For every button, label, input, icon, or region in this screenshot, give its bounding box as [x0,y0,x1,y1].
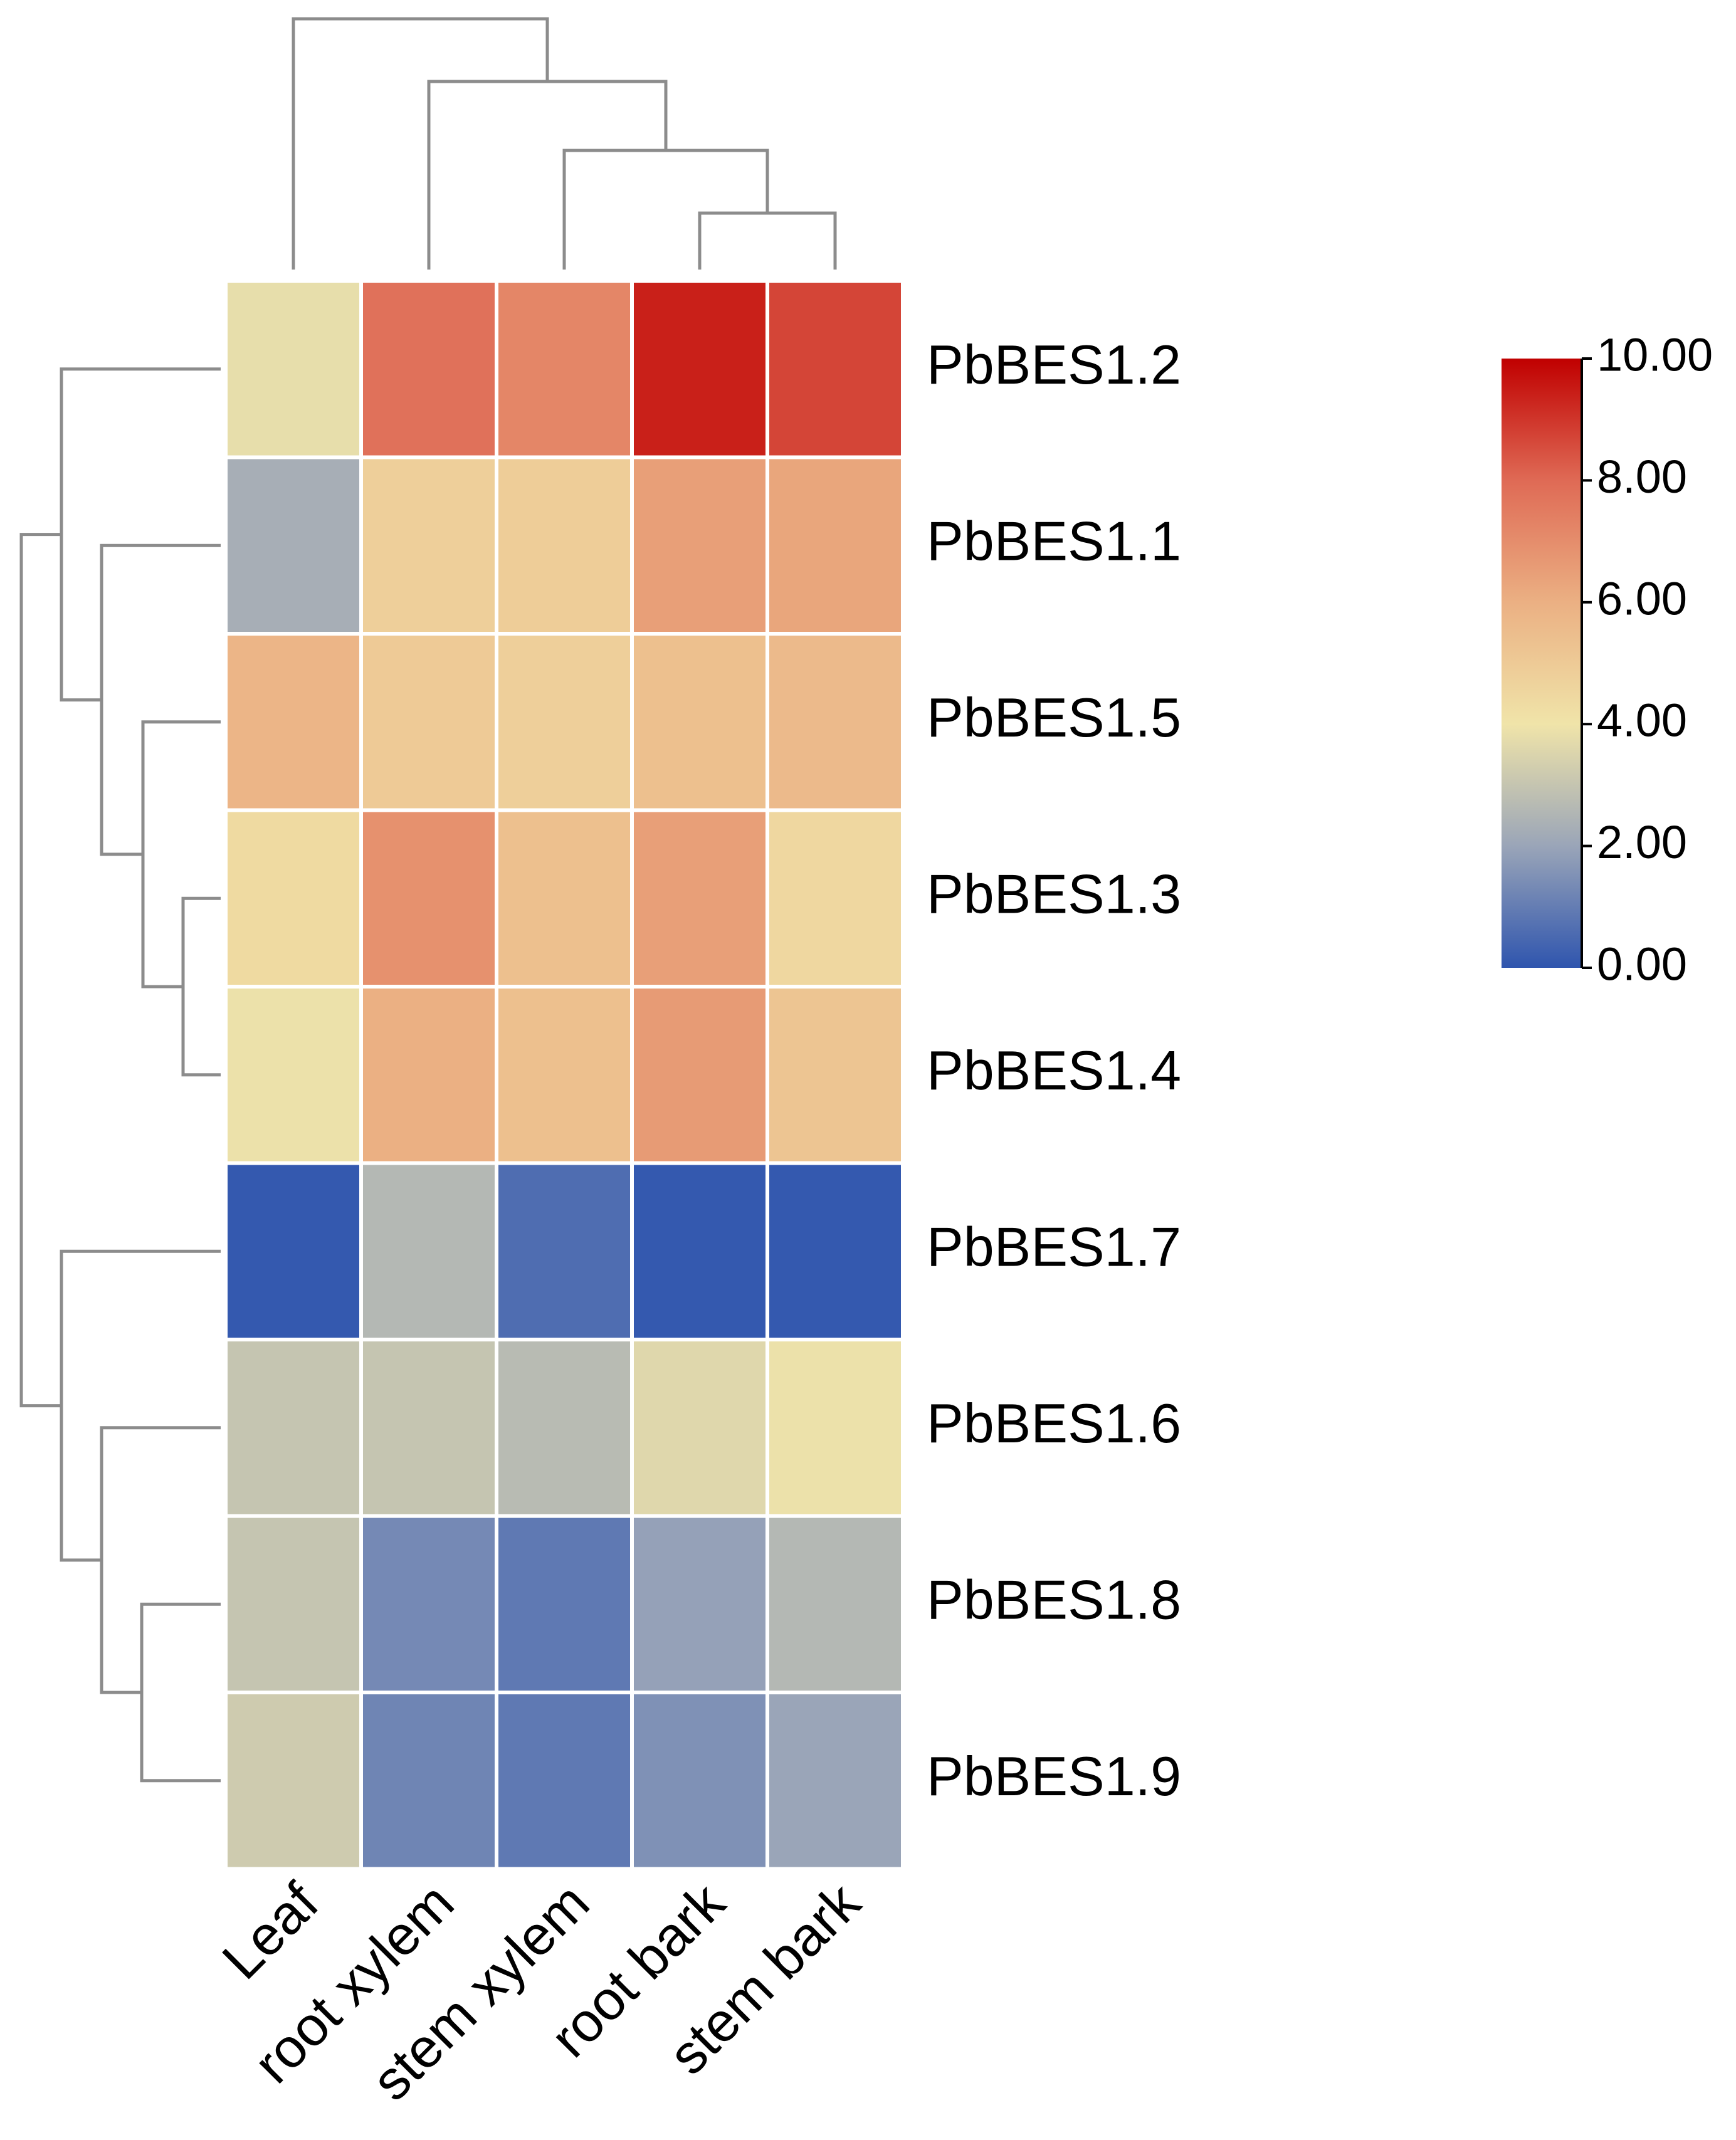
row-dendrogram-link [60,1249,221,1562]
row-dendrogram [19,367,221,1783]
cell-pbbes1-5-root-bark [630,632,769,812]
cell-pbbes1-4-stem-xylem [495,985,634,1165]
column-dendrogram-link [698,211,837,270]
cell-pbbes1-2-root-bark [630,279,769,459]
cell-pbbes1-3-stem-bark [765,808,905,989]
cell-pbbes1-6-root-bark [630,1338,769,1518]
row-label-pbbes1-4: PbBES1.4 [927,1039,1181,1101]
colorbar-tick-label: 4.00 [1597,695,1687,747]
cell-pbbes1-5-leaf [224,632,363,812]
cell-pbbes1-9-root-bark [630,1691,769,1871]
row-label-pbbes1-1: PbBES1.1 [927,510,1181,572]
cell-pbbes1-3-stem-xylem [495,808,634,989]
cell-pbbes1-1-leaf [224,455,363,636]
column-dendrogram-link [292,17,549,270]
row-dendrogram-link [100,543,221,856]
cell-pbbes1-1-root-bark [630,455,769,636]
cell-pbbes1-1-stem-xylem [495,455,634,636]
column-label-leaf: Leaf [210,1871,330,1991]
colorbar-tick-label: 2.00 [1597,816,1687,868]
cell-pbbes1-9-stem-bark [765,1691,905,1871]
cell-pbbes1-4-stem-bark [765,985,905,1165]
row-label-pbbes1-2: PbBES1.2 [927,333,1181,396]
cell-pbbes1-5-root-xylem [359,632,498,812]
cell-pbbes1-5-stem-bark [765,632,905,812]
cell-pbbes1-8-root-bark [630,1514,769,1694]
cell-pbbes1-9-stem-xylem [495,1691,634,1871]
colorbar-tick-label: 0.00 [1597,938,1687,990]
cell-pbbes1-9-leaf [224,1691,363,1871]
column-dendrogram-link [427,80,668,270]
cell-pbbes1-4-root-bark [630,985,769,1165]
cell-pbbes1-1-root-xylem [359,455,498,636]
cell-pbbes1-6-stem-bark [765,1338,905,1518]
heatmap-cells [224,279,905,1871]
cell-pbbes1-8-leaf [224,1514,363,1694]
cell-pbbes1-6-leaf [224,1338,363,1518]
row-dendrogram-link [181,896,221,1077]
cell-pbbes1-9-root-xylem [359,1691,498,1871]
column-dendrogram-link [562,149,769,270]
cell-pbbes1-7-root-xylem [359,1161,498,1341]
row-label-pbbes1-9: PbBES1.9 [927,1745,1181,1807]
row-label-pbbes1-3: PbBES1.3 [927,863,1181,925]
cell-pbbes1-6-root-xylem [359,1338,498,1518]
cell-pbbes1-4-root-xylem [359,985,498,1165]
row-dendrogram-link [100,1426,221,1694]
row-dendrogram-link [60,367,221,702]
row-label-pbbes1-8: PbBES1.8 [927,1569,1181,1631]
colorbar-rect [1502,359,1582,968]
row-label-pbbes1-6: PbBES1.6 [927,1392,1181,1454]
colorbar-tick-label: 8.00 [1597,451,1687,503]
cell-pbbes1-8-stem-xylem [495,1514,634,1694]
cell-pbbes1-8-root-xylem [359,1514,498,1694]
colorbar: 0.00 2.00 4.00 6.00 8.00 10.00 [1502,329,1713,990]
colorbar-ticks: 0.00 2.00 4.00 6.00 8.00 10.00 [1582,329,1713,990]
row-label-pbbes1-5: PbBES1.5 [927,686,1181,748]
cell-pbbes1-2-leaf [224,279,363,459]
cell-pbbes1-7-leaf [224,1161,363,1341]
cell-pbbes1-4-leaf [224,985,363,1165]
row-label-pbbes1-7: PbBES1.7 [927,1216,1181,1278]
column-dendrogram [292,17,837,270]
row-dendrogram-link [140,1602,221,1783]
cell-pbbes1-3-leaf [224,808,363,989]
row-labels: PbBES1.2 PbBES1.1 PbBES1.5 PbBES1.3 PbBES1.4… [927,333,1181,1807]
cell-pbbes1-2-root-xylem [359,279,498,459]
cell-pbbes1-2-stem-bark [765,279,905,459]
cell-pbbes1-7-stem-xylem [495,1161,634,1341]
cell-pbbes1-7-stem-bark [765,1161,905,1341]
cell-pbbes1-7-root-bark [630,1161,769,1341]
cell-pbbes1-5-stem-xylem [495,632,634,812]
cell-pbbes1-3-root-bark [630,808,769,989]
colorbar-tick-label: 6.00 [1597,572,1687,624]
cell-pbbes1-2-stem-xylem [495,279,634,459]
cell-pbbes1-1-stem-bark [765,455,905,636]
cell-pbbes1-6-stem-xylem [495,1338,634,1518]
row-dendrogram-link [19,533,61,1408]
cell-pbbes1-3-root-xylem [359,808,498,989]
cell-pbbes1-8-stem-bark [765,1514,905,1694]
colorbar-tick-label: 10.00 [1597,329,1713,381]
